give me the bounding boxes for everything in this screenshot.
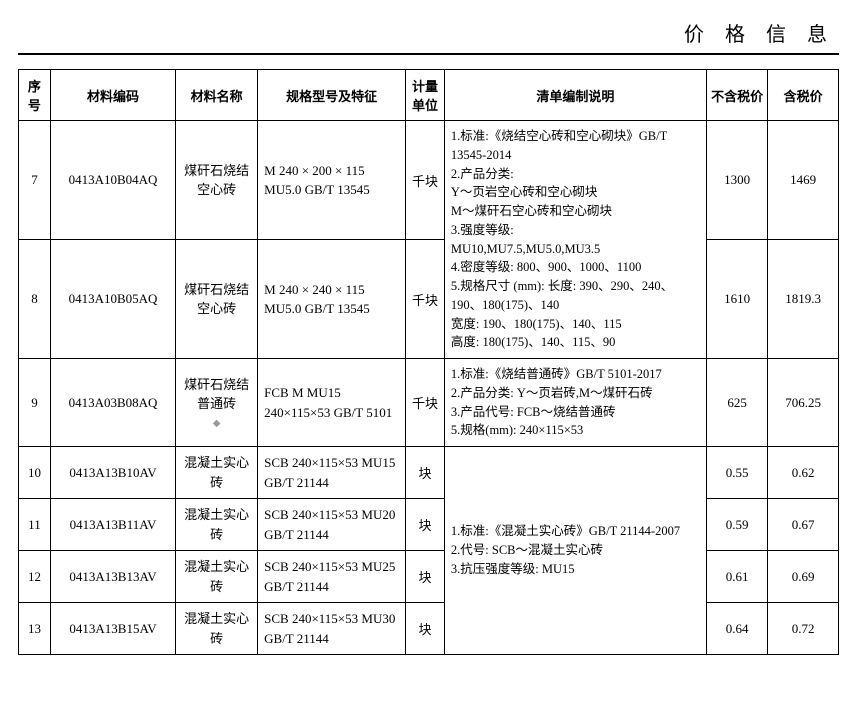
header-price-excl: 不含税价 — [706, 70, 767, 121]
cell-code: 0413A10B04AQ — [50, 121, 175, 240]
cell-name-text: 煤矸石烧结普通砖 — [184, 377, 249, 412]
cell-spec: M 240 × 200 × 115 MU5.0 GB/T 13545 — [258, 121, 406, 240]
cell-code: 0413A13B10AV — [50, 447, 175, 499]
table-row: 7 0413A10B04AQ 煤矸石烧结空心砖 M 240 × 200 × 11… — [19, 121, 839, 240]
header-seq: 序号 — [19, 70, 51, 121]
cell-seq: 9 — [19, 359, 51, 447]
cell-price-excl: 0.55 — [706, 447, 767, 499]
cell-desc: 1.标准:《烧结空心砖和空心砌块》GB/T 13545-20142.产品分类:Y… — [444, 121, 706, 359]
price-table: 序号 材料编码 材料名称 规格型号及特征 计量单位 清单编制说明 不含税价 含税… — [18, 69, 839, 655]
cell-code: 0413A13B11AV — [50, 499, 175, 551]
cell-name: 煤矸石烧结普通砖 ◆ — [176, 359, 258, 447]
cell-unit: 块 — [406, 603, 445, 655]
diamond-icon: ◆ — [180, 416, 253, 431]
header-code: 材料编码 — [50, 70, 175, 121]
cell-name: 混凝土实心砖 — [176, 551, 258, 603]
cell-spec: FCB M MU15 240×115×53 GB/T 5101 — [258, 359, 406, 447]
cell-name: 混凝土实心砖 — [176, 603, 258, 655]
table-row: 12 0413A13B13AV 混凝土实心砖 SCB 240×115×53 MU… — [19, 551, 839, 603]
cell-name: 煤矸石烧结空心砖 — [176, 240, 258, 359]
cell-seq: 8 — [19, 240, 51, 359]
cell-price-excl: 0.61 — [706, 551, 767, 603]
cell-price-incl: 0.62 — [768, 447, 839, 499]
cell-price-incl: 0.69 — [768, 551, 839, 603]
table-row: 11 0413A13B11AV 混凝土实心砖 SCB 240×115×53 MU… — [19, 499, 839, 551]
cell-price-incl: 0.72 — [768, 603, 839, 655]
cell-unit: 千块 — [406, 240, 445, 359]
cell-price-excl: 625 — [706, 359, 767, 447]
cell-desc: 1.标准:《混凝土实心砖》GB/T 21144-20072.代号: SCB～混凝… — [444, 447, 706, 655]
cell-code: 0413A10B05AQ — [50, 240, 175, 359]
cell-code: 0413A03B08AQ — [50, 359, 175, 447]
cell-spec: SCB 240×115×53 MU25 GB/T 21144 — [258, 551, 406, 603]
header-spec: 规格型号及特征 — [258, 70, 406, 121]
cell-unit: 块 — [406, 447, 445, 499]
cell-seq: 12 — [19, 551, 51, 603]
cell-unit: 千块 — [406, 359, 445, 447]
cell-price-excl: 0.59 — [706, 499, 767, 551]
cell-code: 0413A13B15AV — [50, 603, 175, 655]
header-desc: 清单编制说明 — [444, 70, 706, 121]
cell-unit: 块 — [406, 499, 445, 551]
cell-name: 混凝土实心砖 — [176, 499, 258, 551]
cell-unit: 千块 — [406, 121, 445, 240]
cell-spec: M 240 × 240 × 115 MU5.0 GB/T 13545 — [258, 240, 406, 359]
table-row: 13 0413A13B15AV 混凝土实心砖 SCB 240×115×53 MU… — [19, 603, 839, 655]
cell-spec: SCB 240×115×53 MU20 GB/T 21144 — [258, 499, 406, 551]
page-title: 价 格 信 息 — [18, 18, 839, 55]
table-row: 10 0413A13B10AV 混凝土实心砖 SCB 240×115×53 MU… — [19, 447, 839, 499]
table-row: 9 0413A03B08AQ 煤矸石烧结普通砖 ◆ FCB M MU15 240… — [19, 359, 839, 447]
cell-price-excl: 0.64 — [706, 603, 767, 655]
cell-seq: 13 — [19, 603, 51, 655]
cell-spec: SCB 240×115×53 MU15 GB/T 21144 — [258, 447, 406, 499]
header-name: 材料名称 — [176, 70, 258, 121]
cell-unit: 块 — [406, 551, 445, 603]
table-header-row: 序号 材料编码 材料名称 规格型号及特征 计量单位 清单编制说明 不含税价 含税… — [19, 70, 839, 121]
cell-seq: 7 — [19, 121, 51, 240]
cell-price-incl: 706.25 — [768, 359, 839, 447]
cell-code: 0413A13B13AV — [50, 551, 175, 603]
cell-name: 煤矸石烧结空心砖 — [176, 121, 258, 240]
cell-price-incl: 1819.3 — [768, 240, 839, 359]
cell-seq: 11 — [19, 499, 51, 551]
header-unit: 计量单位 — [406, 70, 445, 121]
table-row: 8 0413A10B05AQ 煤矸石烧结空心砖 M 240 × 240 × 11… — [19, 240, 839, 359]
cell-price-excl: 1300 — [706, 121, 767, 240]
cell-spec: SCB 240×115×53 MU30 GB/T 21144 — [258, 603, 406, 655]
cell-name: 混凝土实心砖 — [176, 447, 258, 499]
cell-seq: 10 — [19, 447, 51, 499]
header-price-incl: 含税价 — [768, 70, 839, 121]
cell-price-excl: 1610 — [706, 240, 767, 359]
cell-price-incl: 1469 — [768, 121, 839, 240]
cell-desc: 1.标准:《烧结普通砖》GB/T 5101-20172.产品分类: Y～页岩砖,… — [444, 359, 706, 447]
cell-price-incl: 0.67 — [768, 499, 839, 551]
